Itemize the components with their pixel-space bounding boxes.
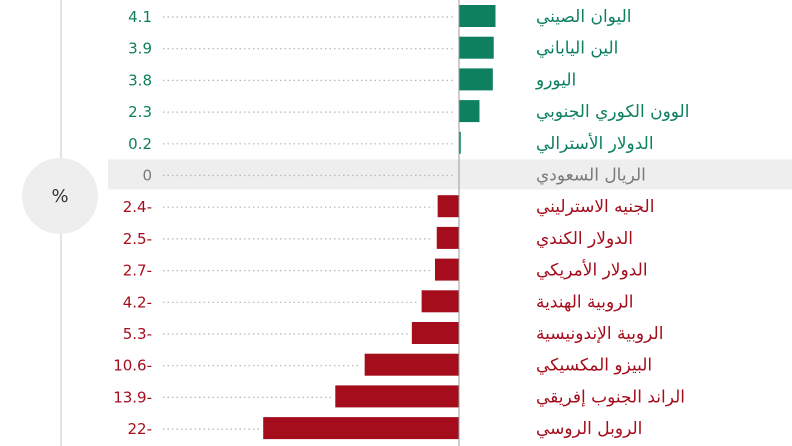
bar	[263, 417, 459, 440]
category-label: الريال السعودي	[536, 166, 646, 186]
value-label: 2.4-	[123, 198, 152, 216]
bar	[459, 68, 493, 91]
value-label: 2.3	[128, 103, 152, 121]
unit-badge: %	[22, 158, 98, 234]
value-label: 0	[142, 167, 152, 185]
category-label: اليورو	[535, 70, 576, 90]
category-label: الجنيه الاسترليني	[536, 197, 654, 217]
value-label: 3.9	[128, 40, 152, 58]
value-label: 2.5-	[123, 230, 152, 248]
value-label: 22-	[128, 420, 153, 438]
category-label: اليوان الصيني	[536, 7, 632, 27]
category-label: الراند الجنوب إفريقي	[536, 387, 685, 407]
bar	[437, 195, 459, 218]
bar	[459, 5, 496, 27]
category-label: الدولار الأمريكي	[536, 260, 648, 281]
unit-label: %	[51, 185, 69, 207]
value-label: 2.7-	[123, 262, 152, 280]
bar	[335, 385, 459, 408]
value-label: 4.1	[128, 8, 152, 26]
category-label: الين الياباني	[536, 39, 618, 59]
bar	[459, 131, 461, 154]
category-label: البيزو المكسيكي	[536, 356, 652, 376]
category-label: الروبية الإندونيسية	[536, 324, 663, 344]
highlight-row	[108, 159, 792, 190]
category-label: الدولار الكندي	[536, 229, 633, 249]
bar	[459, 100, 480, 123]
category-label: الروبية الهندية	[536, 292, 634, 312]
value-label: 0.2	[128, 135, 152, 153]
value-label: 10.6-	[113, 357, 152, 375]
bar	[436, 226, 459, 249]
value-label: 5.3-	[123, 325, 152, 343]
category-label: الوون الكوري الجنوبي	[536, 102, 689, 122]
bar	[364, 353, 459, 376]
category-label: الدولار الأسترالي	[536, 133, 654, 154]
bar	[459, 36, 494, 59]
value-label: 3.8	[128, 71, 152, 89]
bar	[411, 322, 459, 344]
value-label: 4.2-	[123, 293, 152, 311]
value-label: 13.9-	[113, 388, 152, 406]
category-label: الروبل الروسي	[536, 419, 642, 439]
bar	[421, 290, 459, 313]
bar	[434, 258, 459, 281]
